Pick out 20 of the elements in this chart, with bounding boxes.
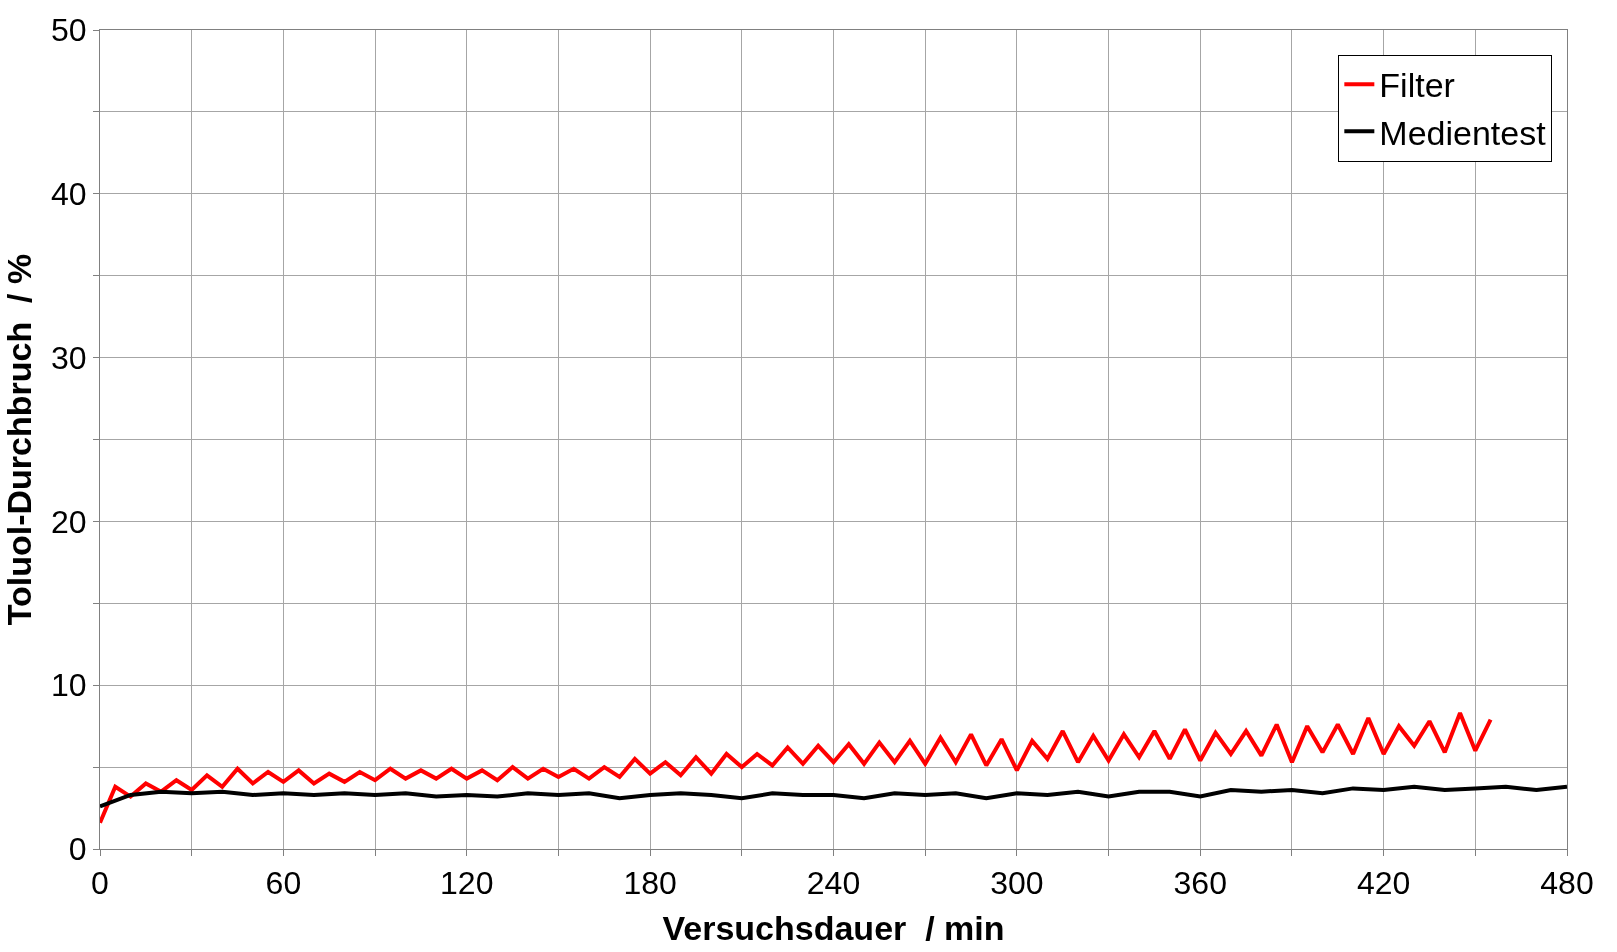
line-series [100,711,1493,825]
x-axis-title: Versuchsdauer / min [662,908,1005,947]
x-tick-label: 480 [1540,865,1594,902]
x-tick-label: 360 [1173,865,1227,902]
line-series [100,784,1567,809]
x-tick-label: 300 [990,865,1044,902]
y-tick-label: 30 [51,339,87,376]
y-tick-label: 10 [51,667,87,704]
legend-label: Filter [1379,66,1455,105]
y-axis-title: Toluol-Durchbruch / % [0,253,38,626]
x-tick-label: 420 [1356,865,1411,902]
x-tick-label: 180 [623,865,677,902]
legend-label: Medientest [1379,113,1547,152]
y-tick-label: 40 [51,176,87,212]
y-tick-label: 0 [68,831,87,868]
x-tick-label: 240 [806,865,861,902]
x-tick-label: 60 [265,865,302,902]
x-tick-label: 120 [440,865,494,902]
y-tick-label: 20 [51,503,87,540]
y-tick-label: 50 [51,12,87,49]
